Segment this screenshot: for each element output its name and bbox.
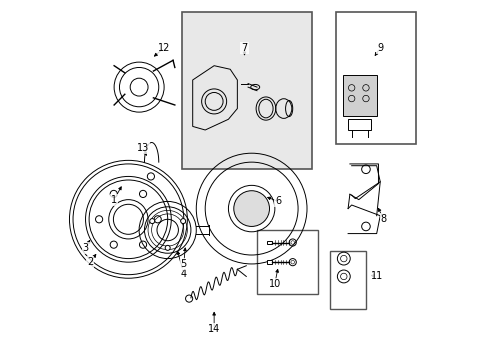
Text: 2: 2 xyxy=(87,257,93,267)
Bar xyxy=(266,260,272,264)
Bar xyxy=(335,12,415,144)
Text: 5: 5 xyxy=(180,259,186,269)
Bar xyxy=(342,75,376,116)
Bar xyxy=(347,119,370,130)
Text: 6: 6 xyxy=(275,197,281,206)
Circle shape xyxy=(165,246,170,250)
Circle shape xyxy=(233,191,269,226)
Text: 4: 4 xyxy=(181,269,186,279)
Text: 12: 12 xyxy=(158,43,170,53)
Text: 13: 13 xyxy=(136,143,148,153)
Text: 10: 10 xyxy=(268,279,281,289)
Text: 14: 14 xyxy=(207,324,220,334)
Bar xyxy=(329,251,365,309)
Text: 3: 3 xyxy=(82,243,88,253)
Circle shape xyxy=(180,219,185,224)
Bar xyxy=(182,12,312,169)
Bar xyxy=(266,241,272,244)
Text: 7: 7 xyxy=(241,43,247,53)
Bar xyxy=(257,230,317,294)
Circle shape xyxy=(149,219,154,224)
Text: 1: 1 xyxy=(111,195,117,204)
Text: 11: 11 xyxy=(370,271,382,282)
Text: 9: 9 xyxy=(376,43,383,53)
Text: 8: 8 xyxy=(380,214,386,224)
